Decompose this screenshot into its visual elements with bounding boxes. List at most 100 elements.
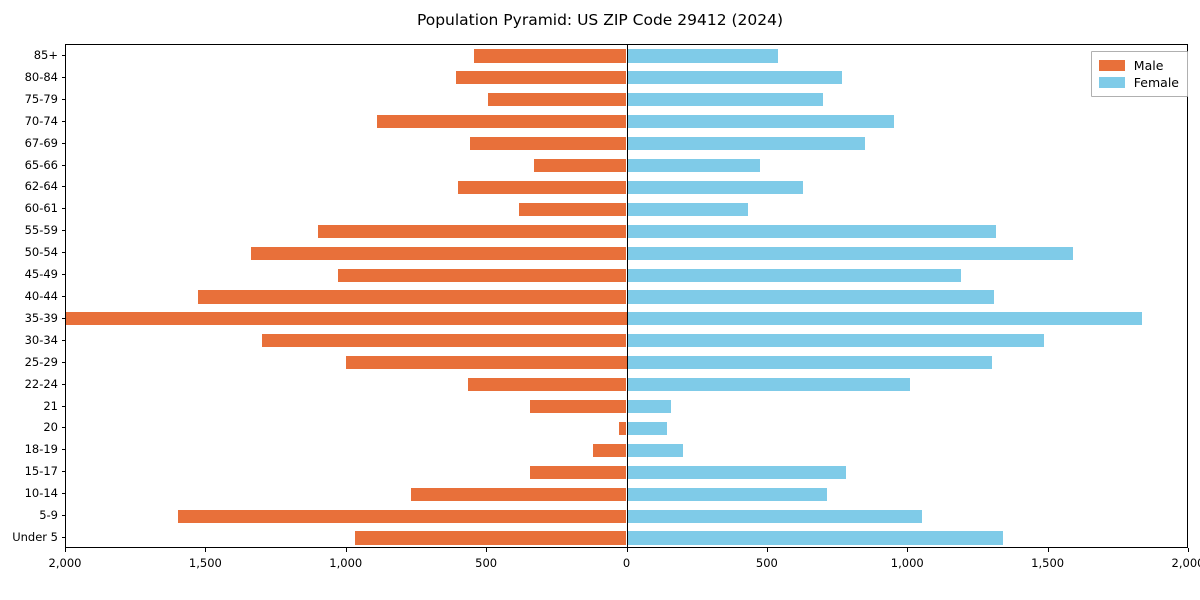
y-axis-tick-label: 85+ [33, 47, 58, 62]
y-axis-tick-label: 21 [43, 398, 58, 413]
bar-female [626, 158, 760, 173]
bar-male [534, 158, 627, 173]
bar-female [626, 465, 847, 479]
bar-row [66, 312, 1187, 326]
bar-row [66, 246, 1187, 260]
legend-item-male[interactable]: Male [1098, 57, 1179, 74]
x-axis-tick-mark [65, 548, 66, 552]
bar-male [487, 93, 627, 107]
bar-female [626, 268, 962, 282]
bar-female [626, 202, 749, 216]
bar-row [66, 399, 1187, 414]
y-axis-tick-mark [61, 427, 65, 429]
x-axis-tick-label: 1,000 [329, 556, 363, 570]
bar-female [626, 290, 994, 304]
x-axis-tick-label: 1,500 [188, 556, 222, 570]
bar-row [66, 421, 1187, 436]
x-axis-tick-label: 1,500 [1031, 556, 1065, 570]
bar-male [529, 465, 627, 479]
y-axis-tick-label: 80-84 [24, 69, 58, 84]
bar-row [66, 93, 1187, 107]
x-axis-tick-mark [626, 548, 628, 552]
y-axis-tick-mark [61, 361, 65, 363]
y-axis-tick-label: 20 [43, 420, 58, 435]
bar-female [626, 399, 672, 414]
bar-male [619, 421, 627, 436]
y-axis-tick-mark [61, 252, 65, 254]
legend-item-female[interactable]: Female [1098, 74, 1179, 91]
bar-male [518, 202, 627, 216]
bar-female [626, 443, 683, 457]
bar-female [626, 312, 1143, 326]
bar-row [66, 224, 1187, 238]
legend-label: Male [1133, 58, 1164, 73]
bar-row [66, 158, 1187, 173]
y-axis-tick-label: 70-74 [24, 113, 58, 128]
bar-female [626, 421, 668, 436]
y-axis-tick-mark [61, 383, 65, 385]
bar-row [66, 202, 1187, 216]
bar-female [626, 356, 993, 370]
bar-male [346, 356, 627, 370]
bar-male [66, 312, 627, 326]
y-axis-tick-label: 60-61 [24, 201, 58, 216]
y-axis-tick-mark [61, 208, 65, 210]
y-axis-tick-label: 67-69 [24, 135, 58, 150]
y-axis-tick-label: 45-49 [24, 267, 58, 282]
y-axis-tick-mark [61, 405, 65, 407]
x-axis-tick-label: 1,000 [890, 556, 924, 570]
bar-row [66, 49, 1187, 63]
y-axis-tick-label: 15-17 [24, 464, 58, 479]
y-axis-tick-label: 75-79 [24, 91, 58, 106]
y-axis-tick-mark [61, 296, 65, 297]
y-axis-tick-label: 55-59 [24, 223, 58, 238]
y-axis-tick-mark [61, 120, 65, 122]
bars-layer [66, 45, 1187, 547]
bar-female [626, 487, 827, 501]
chart-legend: Male Female [1090, 51, 1188, 97]
bar-male [410, 487, 627, 501]
bar-row [66, 487, 1187, 501]
y-axis-tick-label: 62-64 [24, 179, 58, 194]
y-axis-tick-label: 40-44 [24, 289, 58, 303]
bar-female [626, 334, 1045, 348]
x-axis-tick-mark [907, 548, 909, 552]
x-axis-tick-mark [1047, 548, 1049, 552]
bar-row [66, 334, 1187, 348]
y-axis-tick-mark [61, 339, 65, 341]
y-axis-tick-mark [61, 54, 65, 56]
x-axis-tick-mark [766, 548, 768, 552]
bar-female [626, 509, 923, 523]
bar-row [66, 71, 1187, 85]
y-axis-tick-mark [61, 186, 65, 188]
bar-male [468, 378, 627, 392]
bar-row [66, 137, 1187, 151]
plot-area [65, 44, 1188, 548]
y-axis-tick-label: 10-14 [24, 486, 58, 501]
x-axis-tick-label: 2,000 [48, 556, 82, 570]
bar-male [458, 180, 627, 194]
bar-row [66, 356, 1187, 370]
bar-row [66, 465, 1187, 479]
y-axis-tick-label: 50-54 [24, 245, 58, 260]
y-axis-tick-mark [61, 515, 65, 517]
y-axis-tick-mark [61, 537, 65, 539]
bar-male [178, 509, 627, 523]
x-axis-tick-mark [1188, 548, 1189, 552]
y-axis-tick-label: 30-34 [24, 332, 58, 347]
bar-female [626, 93, 823, 107]
y-axis-tick-mark [61, 76, 65, 78]
bar-female [626, 71, 843, 85]
y-axis-tick-label: 65-66 [24, 157, 58, 172]
legend-swatch-icon [1098, 60, 1125, 71]
bar-male [473, 49, 627, 63]
zero-axis-line [626, 45, 628, 547]
bar-row [66, 180, 1187, 194]
bar-row [66, 268, 1187, 282]
y-axis-tick-mark [61, 317, 65, 319]
bar-row [66, 443, 1187, 457]
bar-male [250, 246, 627, 260]
chart-title: Population Pyramid: US ZIP Code 29412 (2… [416, 11, 784, 29]
bar-female [626, 378, 910, 392]
y-axis-tick-label: 35-39 [24, 310, 58, 325]
